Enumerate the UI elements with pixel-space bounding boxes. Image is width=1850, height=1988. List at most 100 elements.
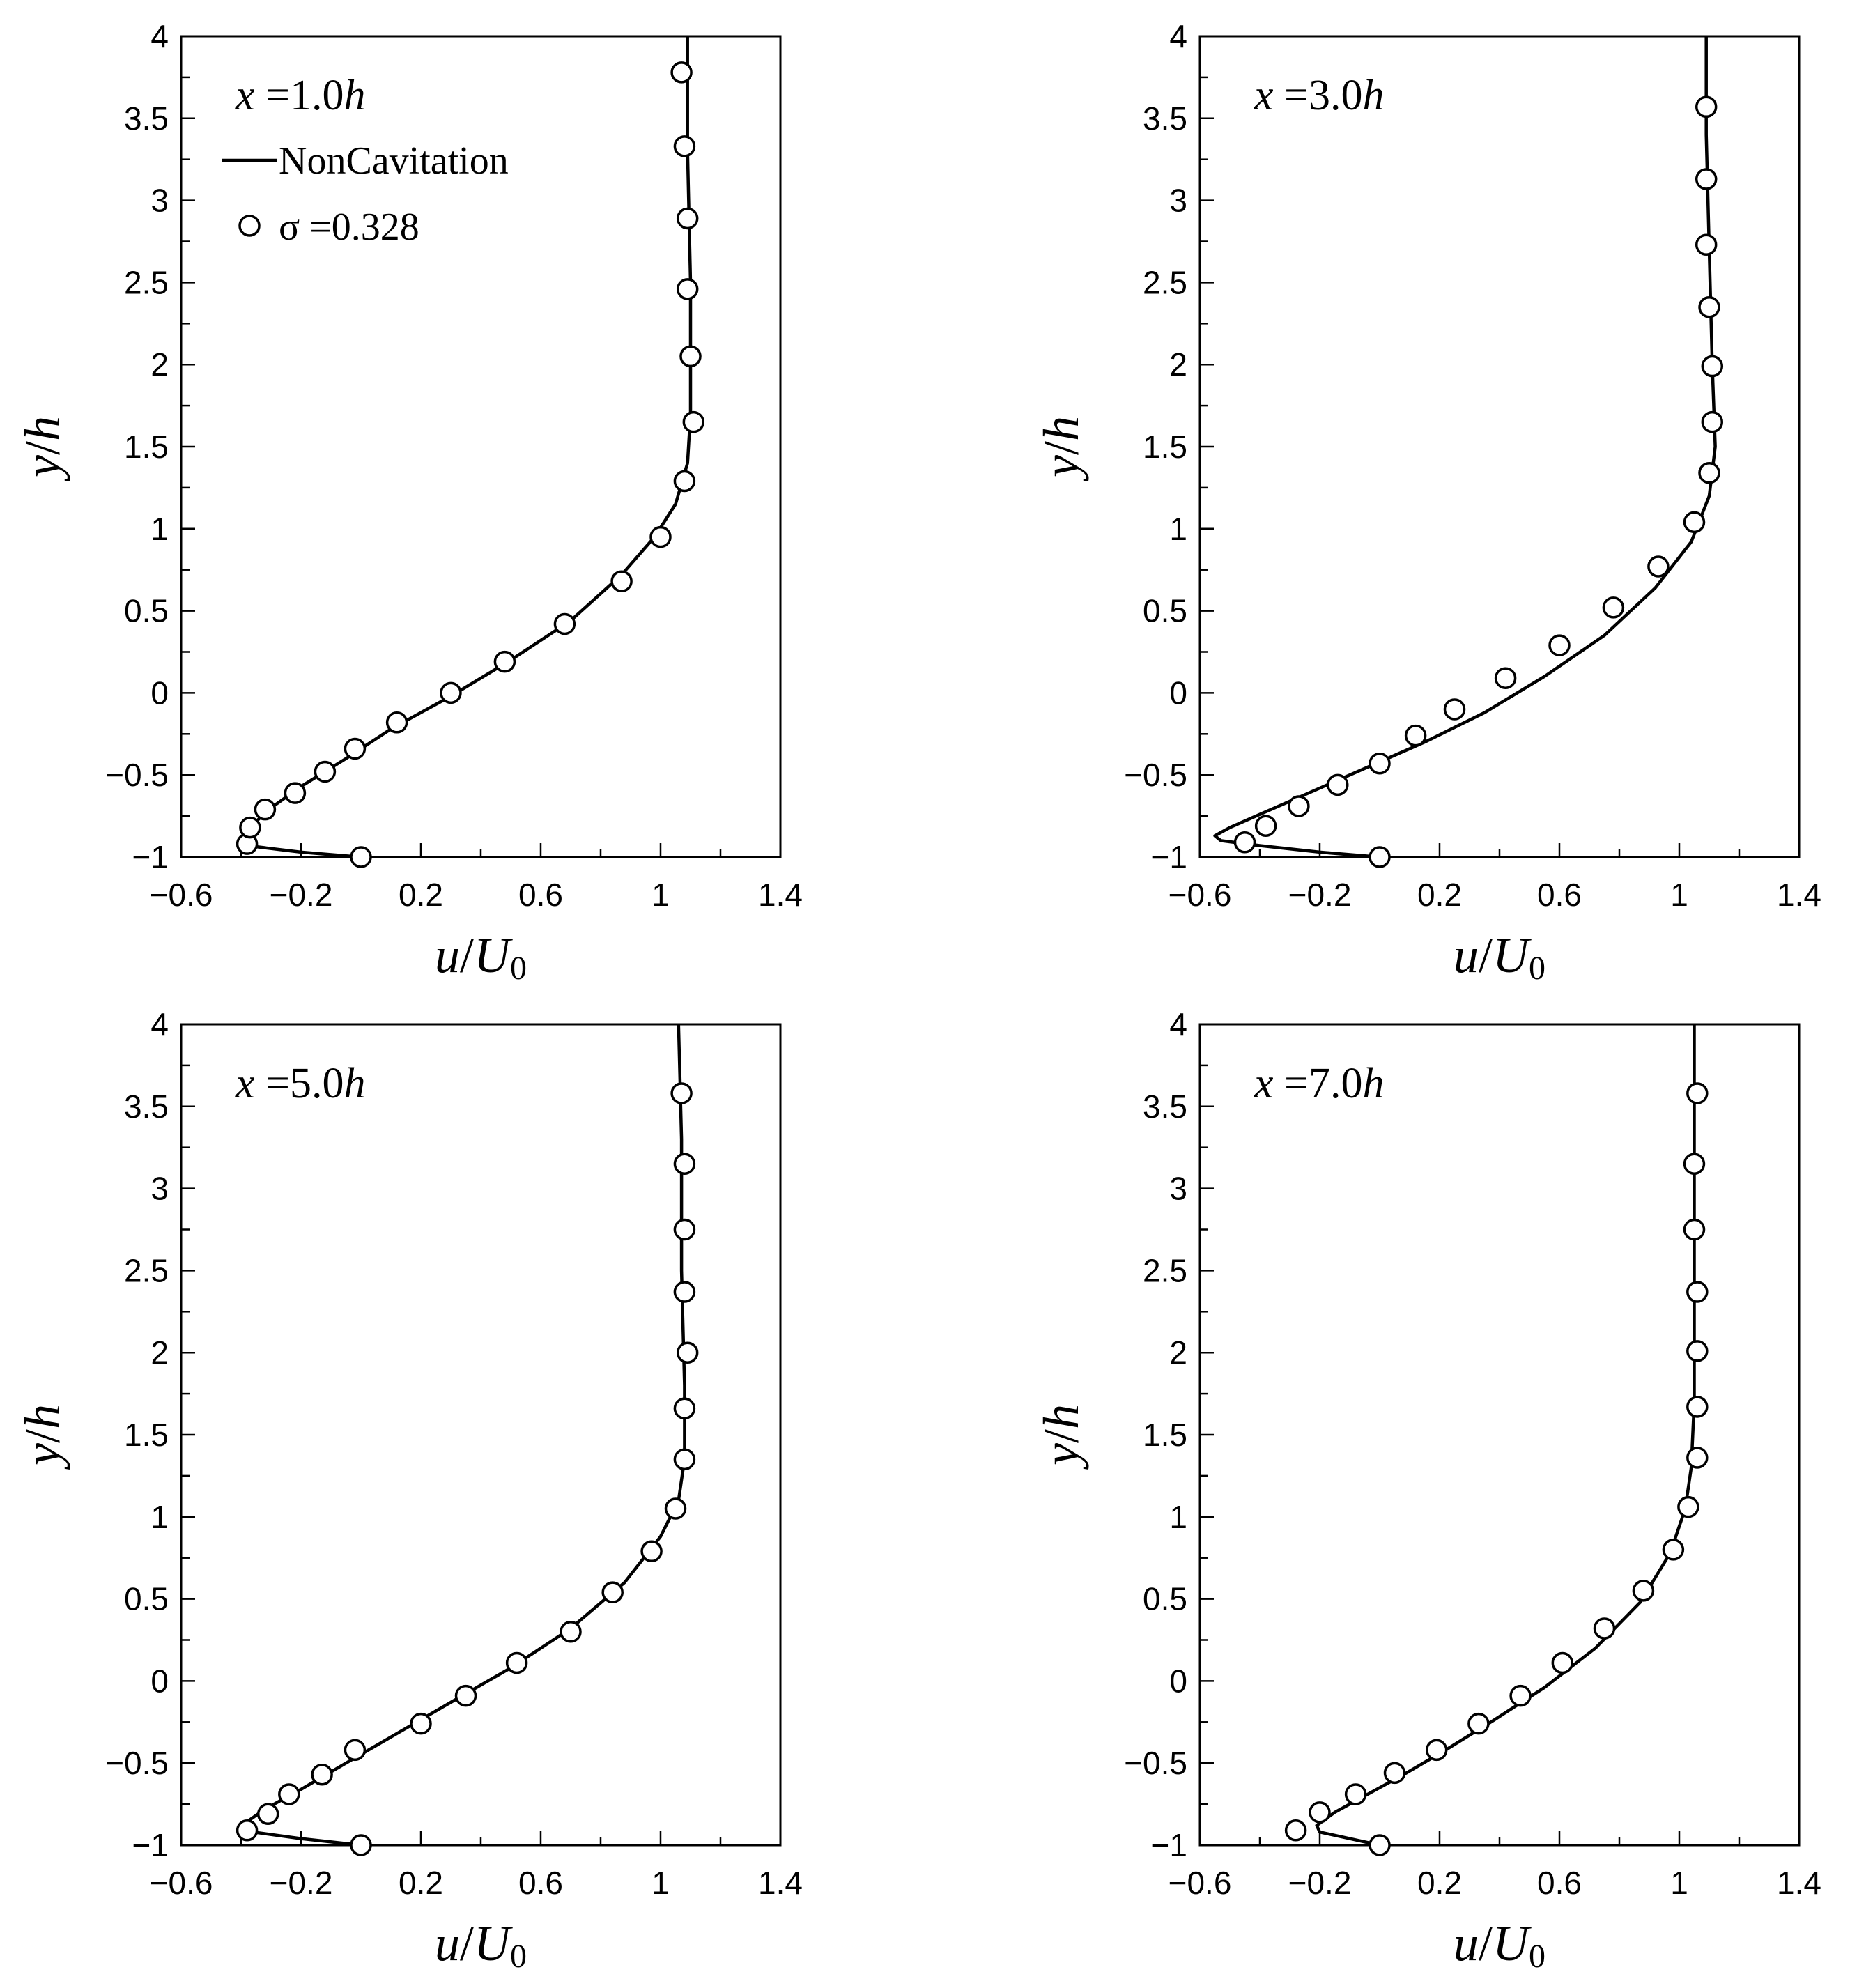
- y-axis-label: y/h: [15, 416, 70, 482]
- y-tick-label: 1: [151, 1499, 169, 1535]
- y-tick-label: 2: [1169, 346, 1187, 383]
- data-point: [1443, 698, 1466, 721]
- data-point: [553, 612, 576, 635]
- data-point: [673, 1153, 696, 1176]
- chart-panel-4: 4 3.5 3 2.5 2 1.5 1 0.5 0 −0.5 −1−0.6 −0.2 0.2 0.6 1 1.…: [1033, 1006, 1821, 1975]
- data-point: [610, 570, 633, 592]
- y-tick-label: 1.5: [1143, 429, 1187, 465]
- x-tick-label: 0.2: [1417, 877, 1462, 913]
- data-point: [1698, 295, 1720, 318]
- y-tick-label: 4: [1169, 18, 1187, 54]
- y-tick-label: 2.5: [124, 1252, 169, 1288]
- data-point: [454, 1684, 477, 1707]
- y-tick-label: 0: [1169, 1663, 1187, 1699]
- data-point: [649, 525, 672, 548]
- x-tick-label: 0.6: [518, 877, 563, 913]
- data-point: [1686, 1281, 1709, 1303]
- legend-label-noncavitation: NonCavitation: [279, 139, 509, 183]
- y-tick-label: 2.5: [124, 264, 169, 300]
- data-point: [673, 1397, 696, 1420]
- x-tick-label: −0.2: [270, 1865, 333, 1901]
- x-tick-label: 0.2: [1417, 1865, 1462, 1901]
- data-point: [284, 782, 307, 804]
- data-point: [1369, 1834, 1391, 1856]
- panel-title: x =7.0h: [1254, 1060, 1385, 1107]
- data-point: [1467, 1712, 1490, 1735]
- data-point: [664, 1497, 687, 1520]
- data-point: [676, 278, 699, 300]
- data-point: [350, 1834, 372, 1856]
- y-tick-label: 0: [151, 1663, 169, 1699]
- data-point: [1425, 1739, 1448, 1762]
- data-point: [1695, 168, 1718, 190]
- x-tick-label: 1.4: [758, 877, 803, 913]
- y-tick-label: 0.5: [124, 593, 169, 629]
- data-point: [314, 760, 337, 783]
- x-tick-label: 0.6: [1537, 877, 1582, 913]
- data-point: [1369, 846, 1391, 868]
- y-tick-label: 1.5: [124, 429, 169, 465]
- x-tick-label: 0.6: [518, 1865, 563, 1901]
- data-point: [676, 1341, 699, 1364]
- data-point: [1288, 795, 1310, 817]
- y-tick-label: 3: [1169, 1171, 1187, 1207]
- x-tick-label: 1: [1670, 877, 1688, 913]
- data-point: [256, 1803, 279, 1825]
- x-tick-label: −0.2: [1288, 877, 1352, 913]
- x-tick-label: −0.2: [1288, 1865, 1352, 1901]
- y-tick-label: −0.5: [1124, 757, 1187, 793]
- data-point: [1683, 511, 1706, 534]
- x-tick-label: 0.2: [399, 877, 443, 913]
- y-tick-label: 0.5: [1143, 593, 1187, 629]
- data-point: [1632, 1580, 1655, 1602]
- series-line-noncavitation: [1315, 1024, 1696, 1847]
- y-tick-label: 3: [151, 183, 169, 219]
- x-axis-label: u/U0: [435, 927, 527, 987]
- data-point: [673, 470, 696, 493]
- x-tick-label: −0.6: [150, 877, 213, 913]
- y-axis-label: y/h: [15, 1404, 70, 1470]
- data-point: [505, 1651, 528, 1674]
- data-point: [1647, 555, 1670, 578]
- y-tick-label: 0: [1169, 675, 1187, 711]
- data-point: [1662, 1539, 1685, 1561]
- data-point: [1701, 355, 1724, 378]
- x-tick-label: 1.4: [1777, 1865, 1821, 1901]
- data-point: [385, 711, 408, 734]
- y-tick-label: −1: [1151, 1827, 1187, 1863]
- data-point: [493, 650, 516, 673]
- panel-title: x =5.0h: [235, 1060, 366, 1107]
- data-point: [1551, 1651, 1574, 1674]
- y-tick-label: 3: [1169, 183, 1187, 219]
- x-tick-label: 0.6: [1537, 1865, 1582, 1901]
- x-tick-label: −0.6: [1169, 877, 1232, 913]
- data-point: [1369, 752, 1391, 775]
- y-tick-label: 0.5: [1143, 1581, 1187, 1617]
- data-point: [1686, 1447, 1709, 1469]
- data-point: [1494, 667, 1517, 689]
- y-tick-label: 0: [151, 675, 169, 711]
- x-axis-label: u/U0: [1454, 1916, 1545, 1975]
- data-point: [670, 61, 693, 84]
- data-point: [1233, 831, 1256, 854]
- data-point: [1686, 1340, 1709, 1362]
- y-tick-label: 0.5: [124, 1581, 169, 1617]
- panel-title: x =3.0h: [1254, 72, 1385, 119]
- data-point: [1698, 461, 1720, 484]
- data-point: [1593, 1617, 1616, 1640]
- y-tick-label: 2: [151, 1334, 169, 1371]
- y-tick-label: 1.5: [1143, 1417, 1187, 1453]
- data-point: [679, 345, 702, 368]
- plot-frame: [1198, 1023, 1801, 1847]
- x-tick-label: −0.6: [150, 1865, 213, 1901]
- data-point: [239, 816, 261, 839]
- data-point: [1509, 1684, 1532, 1707]
- data-point: [1683, 1218, 1706, 1241]
- data-point: [1695, 233, 1718, 256]
- data-point: [673, 1281, 696, 1303]
- data-point: [1701, 410, 1724, 433]
- y-tick-label: 1: [151, 511, 169, 547]
- y-tick-label: −1: [132, 839, 169, 875]
- data-point: [670, 1082, 693, 1104]
- series-line-noncavitation: [239, 1024, 686, 1847]
